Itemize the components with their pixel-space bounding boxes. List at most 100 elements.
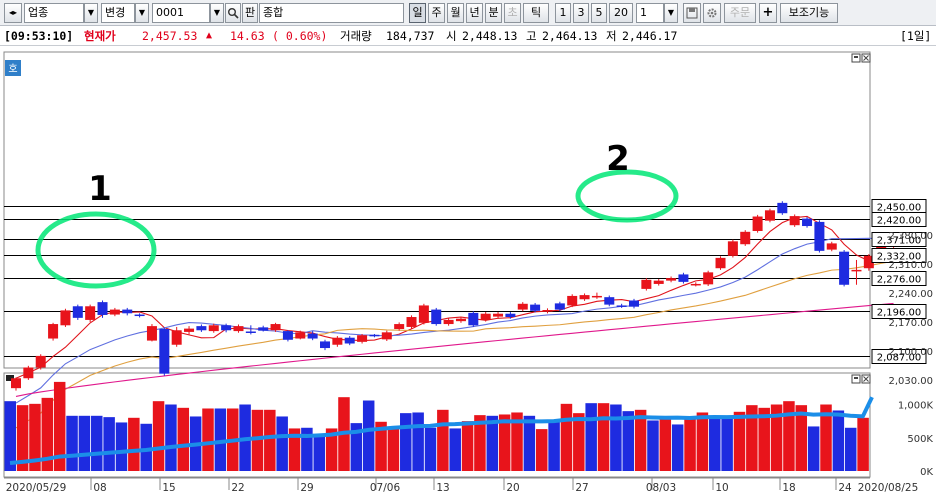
volume-bar xyxy=(78,415,91,471)
volume-panel-maximize-icon[interactable] xyxy=(851,374,861,384)
volume-bar xyxy=(177,407,190,471)
candle-body xyxy=(764,210,775,221)
search-icon[interactable] xyxy=(225,3,241,23)
candle-body xyxy=(270,324,281,331)
interval-5-button[interactable]: 5 xyxy=(591,3,607,23)
interval-3-button[interactable]: 3 xyxy=(573,3,589,23)
date-label: 08/03 xyxy=(646,482,676,494)
candle-body xyxy=(455,318,466,322)
candle-body xyxy=(184,328,195,332)
volume-bar xyxy=(709,415,721,471)
assist-function-button[interactable]: 보조기능 xyxy=(780,3,838,23)
date-label: 2020/08/25 xyxy=(858,482,919,494)
candle-body xyxy=(196,326,207,331)
candle-body xyxy=(431,309,442,325)
annotation-label-1: 1 xyxy=(88,169,112,209)
candle-body xyxy=(666,278,677,281)
candle-body xyxy=(604,297,615,305)
price-panel-maximize-icon[interactable] xyxy=(851,53,861,63)
code-dropdown-icon[interactable]: ▼ xyxy=(210,3,224,23)
candle-body xyxy=(381,332,392,340)
date-label: 08 xyxy=(93,482,106,494)
date-label: 29 xyxy=(300,482,313,494)
market-type-dropdown-icon[interactable]: ▼ xyxy=(84,3,98,23)
period-month-button[interactable]: 월 xyxy=(447,3,464,23)
high-label: 고 xyxy=(526,29,537,43)
date-label: 10 xyxy=(715,482,728,494)
candle-body xyxy=(851,269,862,272)
period-second-button[interactable]: 초 xyxy=(504,3,521,23)
candle-body xyxy=(295,332,306,339)
change-mode-dropdown-icon[interactable]: ▼ xyxy=(135,3,149,23)
volume-bar xyxy=(461,421,474,471)
candle-body xyxy=(357,335,368,342)
candle-body xyxy=(258,327,269,331)
price-axis-tick-label: 2,100.00 xyxy=(888,347,933,358)
price-level-label: 2,450.00 xyxy=(877,203,922,214)
volume-panel-close-icon[interactable] xyxy=(861,374,871,384)
price-change-percent: ( 0.60%) xyxy=(272,29,328,43)
volume-bar xyxy=(523,415,536,471)
quote-time: [09:53:10] xyxy=(4,29,74,43)
candle-body xyxy=(282,331,293,340)
price-level-label: 2,420.00 xyxy=(877,216,922,227)
period-day-button[interactable]: 일 xyxy=(409,3,426,23)
volume-axis-tick-label: 1,000K xyxy=(898,401,934,412)
corner-tag-label: 호 xyxy=(8,63,17,75)
candle-body xyxy=(727,241,738,256)
period-minute-button[interactable]: 분 xyxy=(485,3,502,23)
volume-bar xyxy=(424,427,437,471)
volume-bar xyxy=(251,409,264,471)
volume-bar xyxy=(783,401,795,471)
interval-20-button[interactable]: 20 xyxy=(609,3,633,23)
volume-bar xyxy=(375,421,387,471)
date-label: 07/06 xyxy=(370,482,401,494)
plus-icon[interactable]: + xyxy=(759,3,777,23)
market-type-select[interactable]: 업종 xyxy=(24,3,84,23)
volume-bar xyxy=(53,381,66,471)
candle-body xyxy=(703,272,714,285)
volume-value: 184,737 xyxy=(386,29,435,43)
candle-body xyxy=(171,330,182,345)
candlestick-chart[interactable]: 호 2,450.00 2,420.00 2,371.00 2,332.00 2,276.… xyxy=(0,47,936,499)
volume-bar xyxy=(597,403,610,471)
open-label: 시 xyxy=(446,29,457,43)
candle-body xyxy=(863,255,874,269)
order-button[interactable]: 주문 xyxy=(724,3,756,23)
change-mode-select[interactable]: 변경 xyxy=(101,3,135,23)
candle-body xyxy=(653,280,664,284)
candle-body xyxy=(678,274,689,282)
code-input[interactable]: 0001 xyxy=(152,3,210,23)
candle-body xyxy=(418,305,429,323)
period-week-button[interactable]: 주 xyxy=(428,3,445,23)
period-tick-button[interactable]: 틱 xyxy=(523,3,549,23)
interval-1-button[interactable]: 1 xyxy=(555,3,571,23)
volume-bar xyxy=(746,405,758,471)
price-level-box xyxy=(871,304,927,319)
volume-bar xyxy=(103,417,115,471)
price-level-box xyxy=(871,271,927,286)
candle-body xyxy=(579,295,590,300)
search-mode-button[interactable]: 판 xyxy=(242,3,258,23)
corner-tag[interactable] xyxy=(5,60,21,76)
volume-bar xyxy=(400,413,412,471)
volume-bar xyxy=(696,412,709,471)
candle-body xyxy=(505,313,516,318)
interval-dropdown-icon[interactable]: ▼ xyxy=(664,3,678,23)
period-year-button[interactable]: 년 xyxy=(466,3,483,23)
price-panel-close-icon[interactable] xyxy=(861,53,871,63)
save-icon[interactable] xyxy=(683,3,701,23)
volume-bar xyxy=(535,429,548,471)
candle-body xyxy=(443,319,454,325)
interval-input[interactable]: 1 xyxy=(636,3,664,23)
volume-bar xyxy=(758,407,770,471)
settings-gear-icon[interactable] xyxy=(703,3,721,23)
price-level-label: 2,332.00 xyxy=(877,252,922,263)
volume-bar xyxy=(41,397,54,471)
volume-bar xyxy=(721,416,733,471)
price-level-label: 2,196.00 xyxy=(877,308,922,319)
price-level-label: 2,371.00 xyxy=(877,236,922,247)
prev-next-arrows-icon[interactable]: ◂▸ xyxy=(4,3,22,23)
volume-bar xyxy=(325,428,338,471)
candle-body xyxy=(233,326,244,332)
